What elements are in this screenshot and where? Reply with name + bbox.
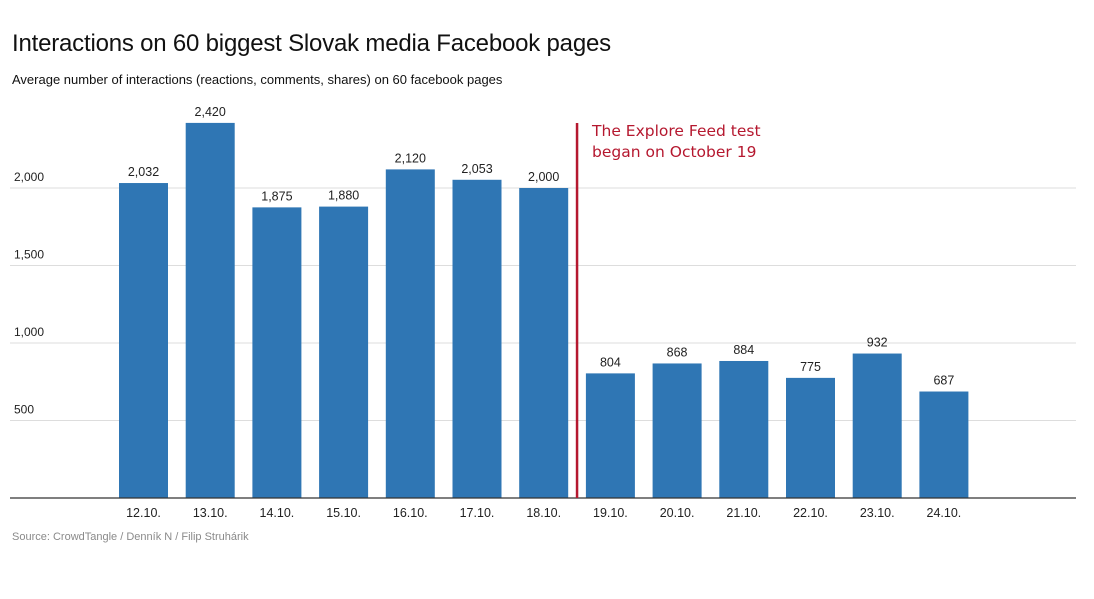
data-label: 687 bbox=[933, 374, 954, 388]
data-label: 932 bbox=[867, 336, 888, 350]
y-tick-label: 1,000 bbox=[14, 325, 44, 339]
bar bbox=[452, 179, 502, 498]
data-label: 1,875 bbox=[261, 189, 292, 203]
chart-title: Interactions on 60 biggest Slovak media … bbox=[12, 30, 611, 57]
y-tick-label: 1,500 bbox=[14, 248, 44, 262]
x-tick-label: 21.10. bbox=[726, 506, 761, 520]
x-tick-label: 15.10. bbox=[326, 506, 361, 520]
bar bbox=[585, 373, 635, 498]
data-label: 2,053 bbox=[461, 162, 492, 176]
x-tick-label: 22.10. bbox=[793, 506, 828, 520]
annotation-text: began on October 19 bbox=[592, 143, 756, 161]
bar bbox=[185, 122, 235, 499]
source-note: Source: CrowdTangle / Denník N / Filip S… bbox=[12, 531, 249, 543]
y-tick-label: 2,000 bbox=[14, 170, 44, 184]
data-label: 775 bbox=[800, 360, 821, 374]
data-label: 868 bbox=[667, 345, 688, 359]
bar bbox=[919, 391, 969, 498]
x-tick-label: 13.10. bbox=[193, 506, 228, 520]
x-tick-label: 12.10. bbox=[126, 506, 161, 520]
bar bbox=[252, 207, 302, 498]
data-label: 2,000 bbox=[528, 170, 559, 184]
y-tick-label: 500 bbox=[14, 403, 34, 417]
data-label: 804 bbox=[600, 355, 621, 369]
bar bbox=[652, 363, 702, 498]
bar bbox=[719, 360, 769, 498]
bar bbox=[519, 188, 569, 498]
x-tick-label: 18.10. bbox=[526, 506, 561, 520]
bar bbox=[786, 377, 835, 498]
x-tick-label: 23.10. bbox=[860, 506, 895, 520]
bar bbox=[385, 169, 435, 498]
bar bbox=[852, 353, 902, 498]
bar bbox=[319, 206, 369, 498]
data-label: 2,120 bbox=[395, 151, 426, 165]
data-label: 2,420 bbox=[195, 105, 226, 119]
data-label: 884 bbox=[733, 343, 754, 357]
x-tick-label: 19.10. bbox=[593, 506, 628, 520]
bar bbox=[119, 183, 168, 499]
x-tick-label: 17.10. bbox=[460, 506, 495, 520]
x-tick-label: 14.10. bbox=[260, 506, 295, 520]
annotation-text: The Explore Feed test bbox=[591, 122, 761, 140]
chart-subtitle: Average number of interactions (reaction… bbox=[12, 72, 503, 87]
x-tick-label: 24.10. bbox=[927, 506, 962, 520]
x-tick-label: 16.10. bbox=[393, 506, 428, 520]
data-label: 2,032 bbox=[128, 165, 159, 179]
data-label: 1,880 bbox=[328, 189, 359, 203]
x-tick-label: 20.10. bbox=[660, 506, 695, 520]
